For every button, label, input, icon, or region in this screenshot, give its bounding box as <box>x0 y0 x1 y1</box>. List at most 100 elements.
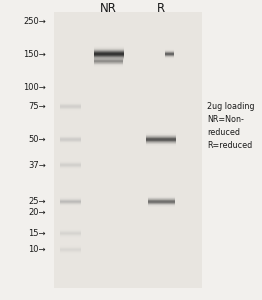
Bar <box>60 138 81 139</box>
Bar <box>94 66 123 67</box>
Bar <box>60 106 81 107</box>
Bar <box>60 165 81 166</box>
Bar <box>60 230 81 231</box>
Bar <box>60 202 81 203</box>
Bar <box>60 102 81 103</box>
Bar <box>60 204 81 205</box>
Bar <box>60 109 81 110</box>
Bar <box>60 104 81 105</box>
Bar <box>60 249 81 250</box>
Bar <box>60 200 81 201</box>
Bar <box>60 199 81 200</box>
Text: 100→: 100→ <box>23 82 46 91</box>
Bar <box>146 140 176 141</box>
Bar <box>60 236 81 237</box>
Bar <box>60 166 81 167</box>
Bar <box>146 139 176 140</box>
Bar <box>165 52 174 53</box>
Bar <box>60 231 81 232</box>
Bar <box>60 232 81 233</box>
Bar <box>146 142 176 143</box>
Bar <box>60 161 81 162</box>
Bar <box>60 252 81 253</box>
Bar <box>60 247 81 248</box>
Bar <box>60 201 81 202</box>
Bar <box>165 51 174 52</box>
Bar <box>60 135 81 136</box>
Bar <box>148 203 175 204</box>
Bar <box>148 206 175 207</box>
Bar <box>60 139 81 140</box>
Bar <box>94 57 123 58</box>
Bar <box>94 51 124 52</box>
Bar <box>60 136 81 137</box>
Bar <box>60 250 81 251</box>
Bar <box>60 251 81 252</box>
Bar <box>60 108 81 109</box>
Bar <box>148 200 175 201</box>
Bar <box>146 144 176 145</box>
Bar <box>148 205 175 206</box>
Bar <box>94 55 124 56</box>
Text: 37→: 37→ <box>28 160 46 169</box>
Bar <box>165 58 174 59</box>
Bar <box>60 205 81 206</box>
Bar <box>148 196 175 197</box>
Bar <box>94 64 123 65</box>
Bar <box>165 49 174 50</box>
Bar <box>94 62 123 63</box>
Bar <box>94 49 124 50</box>
Text: NR: NR <box>100 2 117 16</box>
Bar <box>60 140 81 141</box>
Bar <box>60 168 81 169</box>
Bar <box>60 197 81 198</box>
Bar <box>94 65 123 66</box>
Bar <box>94 61 123 62</box>
Bar <box>146 145 176 146</box>
Bar <box>94 52 124 53</box>
Bar <box>94 48 124 49</box>
Bar <box>148 199 175 200</box>
Text: R: R <box>157 2 165 16</box>
Bar <box>60 103 81 104</box>
Bar <box>148 201 175 202</box>
Bar <box>148 196 175 197</box>
Text: 25→: 25→ <box>28 197 46 206</box>
Bar <box>94 60 124 61</box>
Bar <box>94 59 124 60</box>
Bar <box>60 232 81 233</box>
Bar <box>148 198 175 199</box>
Bar <box>146 135 176 136</box>
Bar <box>60 162 81 163</box>
Bar <box>94 50 124 51</box>
Bar <box>60 246 81 247</box>
Bar <box>60 248 81 249</box>
Bar <box>146 143 176 144</box>
Bar <box>60 253 81 254</box>
Text: 75→: 75→ <box>28 102 46 111</box>
Bar <box>146 133 176 134</box>
Bar <box>60 141 81 142</box>
Bar <box>60 137 81 138</box>
Bar <box>148 204 175 205</box>
Bar <box>165 50 174 51</box>
Bar <box>146 136 176 137</box>
Bar <box>94 60 123 61</box>
Bar <box>54 12 202 288</box>
Bar <box>60 136 81 137</box>
Bar <box>165 56 174 57</box>
Bar <box>60 229 81 230</box>
Bar <box>165 54 174 55</box>
Bar <box>148 197 175 198</box>
Bar <box>60 233 81 234</box>
Bar <box>94 56 123 57</box>
Text: 50→: 50→ <box>28 135 46 144</box>
Bar <box>94 61 123 62</box>
Text: 150→: 150→ <box>23 50 46 58</box>
Bar <box>94 58 123 59</box>
Bar <box>148 202 175 203</box>
Bar <box>94 63 123 64</box>
Text: 20→: 20→ <box>28 208 46 217</box>
Bar <box>94 59 123 60</box>
Bar <box>60 203 81 204</box>
